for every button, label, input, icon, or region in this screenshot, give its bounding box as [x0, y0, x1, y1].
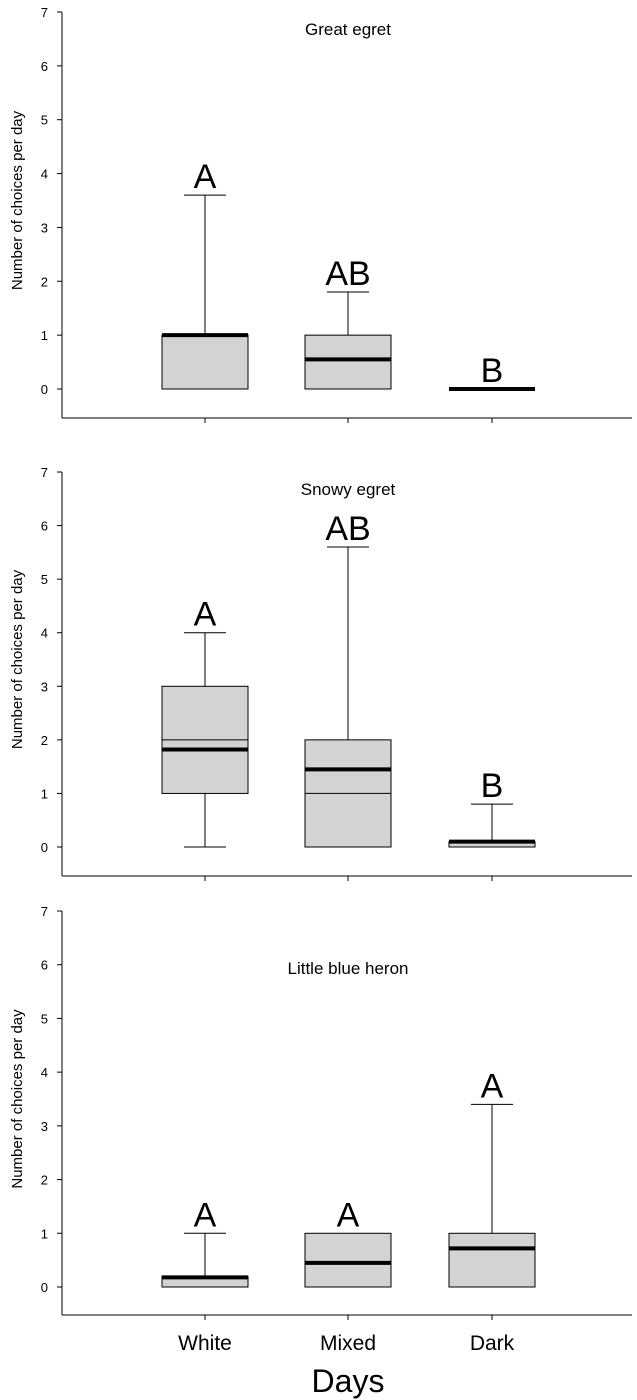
significance-letter: B	[481, 767, 504, 805]
significance-letter: A	[194, 1196, 217, 1234]
y-tick-label: 1	[41, 328, 48, 343]
significance-letter: B	[481, 352, 504, 390]
panel-2: 0 1 2 3 4 5 6 7 Snowy egret Number of choices per…	[9, 465, 632, 881]
box-dark: A	[448, 1067, 536, 1288]
y-tick-label: 3	[41, 220, 48, 235]
box-dark: B	[448, 767, 536, 848]
significance-letter: A	[481, 1067, 504, 1105]
box-white: A	[161, 1196, 249, 1288]
y-tick-label: 2	[41, 733, 48, 748]
panel-1: 0 1 2 3 4 5 6 7 Great egret Number of choices per…	[9, 5, 632, 423]
box-mixed: AB	[304, 255, 392, 390]
y-tick-label: 5	[41, 1011, 48, 1026]
y-tick-label: 7	[41, 5, 48, 20]
y-tick-label: 6	[41, 59, 48, 74]
y-tick-label: 5	[41, 572, 48, 587]
y-axis-label: Number of choices per day	[9, 1009, 26, 1189]
iqr-box	[304, 334, 392, 390]
x-tick-label: Mixed	[320, 1332, 376, 1355]
y-tick-label: 2	[41, 1173, 48, 1188]
y-tick-label: 3	[41, 1119, 48, 1134]
y-tick-label: 1	[41, 1226, 48, 1241]
y-tick-label: 0	[41, 1280, 48, 1295]
y-tick-label: 2	[41, 274, 48, 289]
y-axis-label: Number of choices per day	[9, 569, 26, 749]
y-tick-label: 0	[41, 840, 48, 855]
iqr-box	[304, 1232, 392, 1288]
box-mixed: AB	[304, 510, 392, 848]
panel-3: 0 1 2 3 4 5 6 7 Little blue heron Number of choic…	[9, 904, 632, 1320]
y-tick-label: 6	[41, 958, 48, 973]
y-tick-label: 5	[41, 113, 48, 128]
iqr-box	[161, 334, 249, 390]
significance-letter: AB	[325, 510, 370, 548]
y-tick-label: 3	[41, 679, 48, 694]
significance-letter: A	[194, 596, 217, 634]
panel-title: Little blue heron	[288, 959, 409, 978]
x-axis-label: Days	[312, 1363, 385, 1399]
y-tick-label: 7	[41, 904, 48, 919]
y-axis-label: Number of choices per day	[9, 110, 26, 290]
y-tick-label: 7	[41, 465, 48, 480]
iqr-box	[448, 1232, 536, 1288]
box-mixed: A	[304, 1196, 392, 1288]
box-dark: B	[449, 352, 535, 391]
significance-letter: AB	[325, 255, 370, 293]
y-tick-label: 1	[41, 786, 48, 801]
panel-title: Great egret	[305, 20, 391, 39]
box-white: A	[161, 158, 249, 390]
y-tick-label: 4	[41, 167, 48, 182]
significance-letter: A	[337, 1196, 360, 1234]
significance-letter: A	[194, 158, 217, 196]
x-tick-label: Dark	[470, 1332, 515, 1355]
box-white: A	[161, 596, 249, 848]
y-tick-label: 0	[41, 382, 48, 397]
y-tick-label: 6	[41, 519, 48, 534]
y-tick-label: 4	[41, 626, 48, 641]
x-tick-label: White	[178, 1332, 232, 1355]
panel-title: Snowy egret	[301, 480, 396, 499]
y-tick-label: 4	[41, 1065, 48, 1080]
